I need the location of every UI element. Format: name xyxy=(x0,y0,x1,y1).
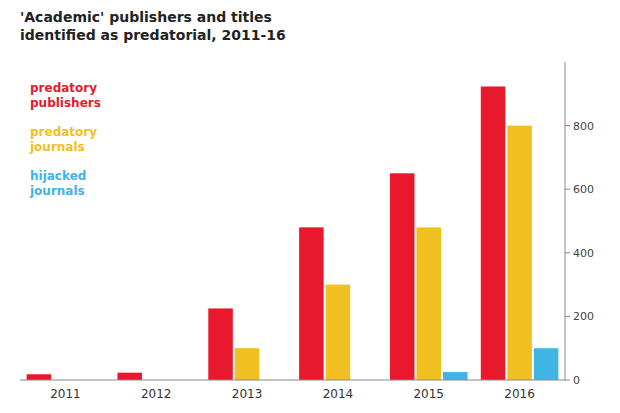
bar xyxy=(534,348,559,380)
y-tick-label: 800 xyxy=(573,120,594,133)
y-tick xyxy=(565,125,570,126)
series-label: predatoryjournals xyxy=(29,125,97,154)
y-tick xyxy=(565,252,570,253)
series-label: predatorypublishers xyxy=(30,81,101,110)
title: 'Academic' publishers and titlesidentifi… xyxy=(20,9,286,43)
y-tick xyxy=(565,316,570,317)
x-tick-label: 2016 xyxy=(504,387,535,401)
x-tick-label: 2011 xyxy=(50,387,81,401)
y-axis-line xyxy=(565,62,566,380)
y-tick xyxy=(565,189,570,190)
x-tick-label: 2012 xyxy=(141,387,172,401)
x-tick-label: 2013 xyxy=(232,387,263,401)
bar xyxy=(27,374,52,380)
bars xyxy=(27,86,559,380)
bar xyxy=(443,372,468,380)
x-tick-label: 2014 xyxy=(323,387,354,401)
bar xyxy=(416,227,441,380)
bar xyxy=(390,173,415,380)
y-tick xyxy=(565,380,570,381)
bar xyxy=(299,227,324,380)
y-tick-label: 0 xyxy=(573,374,580,387)
y-tick-label: 400 xyxy=(573,247,594,260)
series-label: hijackedjournals xyxy=(29,169,86,198)
bar xyxy=(208,308,233,380)
y-tick-label: 600 xyxy=(573,183,594,196)
bar xyxy=(481,86,506,380)
bar xyxy=(326,285,351,380)
y-tick-label: 200 xyxy=(573,310,594,323)
chart: 'Academic' publishers and titlesidentifi… xyxy=(0,0,620,413)
x-axis-line xyxy=(20,380,565,381)
bar xyxy=(117,373,142,380)
bar xyxy=(235,348,260,380)
bar xyxy=(507,126,532,380)
x-tick-label: 2015 xyxy=(413,387,444,401)
